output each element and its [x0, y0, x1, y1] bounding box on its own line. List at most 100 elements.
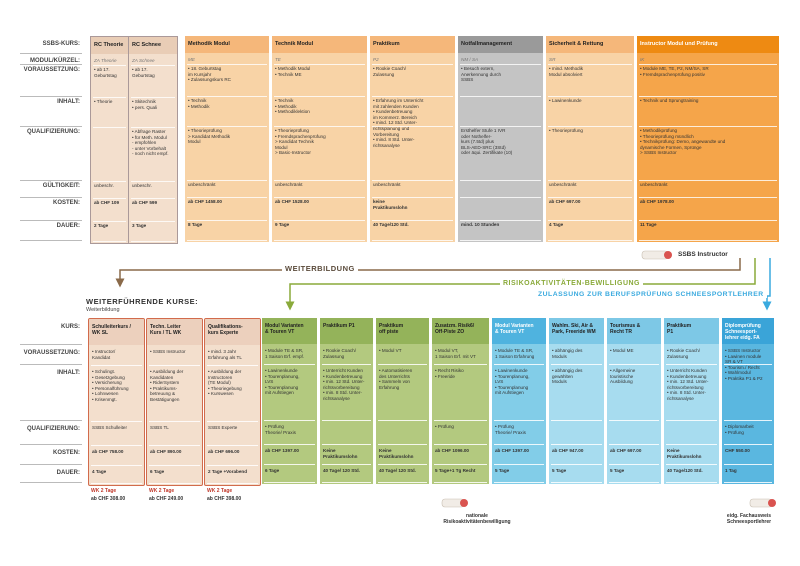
top-label-7: DAUER: — [56, 223, 80, 229]
note-fachausweis: eidg. Fachausweis Schneesportlehrer — [726, 513, 772, 525]
course-voraussetzung: • Modul ME — [610, 348, 634, 353]
cell-divider — [93, 241, 126, 242]
course-title: RC Schnee — [132, 42, 162, 48]
course-title: Qualifikations- kurs Experte — [208, 324, 243, 336]
course-kosten: keine Praktikumslohn — [373, 199, 408, 210]
course-kosten: ab CHF 109 — [94, 200, 120, 205]
course-inhalt: • Ausbildung der Kandidaten • RiderSyste… — [150, 369, 184, 402]
course-inhalt: • Erfahrung im Unterricht mit zahlenden … — [373, 98, 424, 148]
cell-divider — [378, 464, 427, 465]
top-label-2: VORAUSSETZUNG: — [23, 67, 80, 73]
top-course-column: Methodik Modul ME • 18. Geburtstag im Kurs… — [185, 36, 269, 242]
column-header-bg — [91, 37, 128, 54]
top-course-column: Notfallmanagement NM / SA • Besuch extern,… — [458, 36, 543, 242]
course-title: RC Theorie — [94, 42, 124, 48]
top-label-4: QUALIFIZIERUNG: — [27, 129, 80, 135]
course-dauer: 4 Tage — [92, 469, 107, 474]
top-row-divider — [20, 220, 82, 221]
cell-divider — [131, 65, 175, 66]
cell-divider — [207, 483, 258, 484]
course-inhalt — [458, 98, 543, 128]
cell-divider — [187, 220, 267, 221]
cell-divider — [666, 464, 717, 465]
course-voraussetzung: • Module TE & SR, 1 Saison Erfahrung — [495, 348, 535, 359]
top-course-column: Sicherheit & Rettung SR • mind. Methodik M… — [546, 36, 634, 242]
cell-divider — [149, 421, 200, 422]
wk-duration-label: WK 2 Tage — [91, 488, 117, 494]
cell-divider — [609, 444, 659, 445]
course-inhalt: • Skitechnik • pers. Quali — [132, 99, 158, 110]
certificate-icon — [641, 250, 672, 260]
bottom-course-column: Modul Varianten & Touren VT • Module TE &… — [492, 318, 546, 484]
course-voraussetzung: • Module ME, TE, P2, NM/SA, SR • Fremdsp… — [640, 66, 709, 77]
course-qualifizierung: • Diplomarbeit • Prüfung — [725, 424, 754, 435]
course-inhalt: • Ausbildung der Instructoren (TE Modul)… — [208, 369, 242, 397]
course-inhalt: • Technik und Sprungtraining — [640, 98, 699, 103]
bottom-row-divider — [20, 420, 82, 421]
cell-divider — [609, 420, 659, 421]
course-inhalt: • Technik • Methodik • Methodiklektion — [275, 98, 310, 115]
cell-divider — [91, 483, 142, 484]
top-course-column: Praktikum P2 • Rookie Coach/ Zulassung • Er… — [370, 36, 455, 242]
cell-divider — [666, 364, 717, 365]
course-kosten: ab CHF 1458.00 — [188, 199, 222, 204]
course-qualifizierung: • Abfrage Raster • für Meth. Modul - emp… — [132, 129, 169, 157]
course-title: Methodik Modul — [188, 41, 230, 47]
course-dauer: 11 Tage — [640, 222, 657, 227]
course-inhalt: • Automatisieren des Unterrichts • Samme… — [379, 368, 413, 390]
column-header-bg — [205, 319, 260, 345]
cell-divider — [548, 180, 632, 181]
course-kosten: ab CHF 1397.00 — [495, 448, 529, 453]
wk-duration-label: WK 2 Tage — [149, 488, 175, 494]
column-header-bg — [664, 318, 719, 344]
cell-divider — [460, 64, 541, 65]
bottom-course-column: Praktikum P1 • Rookie Coach/ Zulassung • U… — [320, 318, 373, 484]
course-title: Technik Modul — [275, 41, 314, 47]
cell-divider — [639, 197, 777, 198]
course-dauer: 6 Tage — [265, 468, 280, 473]
column-header-bg — [147, 319, 202, 345]
bottom-subtitle: Weiterbildung — [86, 307, 120, 313]
course-kosten: Keine Praktikumslohn — [323, 448, 358, 459]
course-kosten: ab CHF 1528.00 — [275, 199, 309, 204]
cell-divider — [149, 465, 200, 466]
course-dauer: 9 Tage — [275, 222, 290, 227]
course-dauer: 5 Tage — [495, 468, 510, 473]
wk-duration: WK 2 Tage — [207, 488, 232, 494]
cell-divider — [91, 421, 142, 422]
bottom-label-3: QUALIFIZIERUNG: — [27, 426, 80, 432]
course-voraussetzung: • Instructor/ Kandidat — [92, 349, 116, 360]
course-kosten: ab CHF 947.00 — [552, 448, 584, 453]
cell-divider — [460, 197, 541, 198]
cell-divider — [187, 126, 267, 127]
cell-divider — [434, 444, 487, 445]
course-kuerzel: NM / SA — [461, 57, 479, 62]
wk-duration: WK 2 Tage — [91, 488, 116, 494]
bottom-course-column: Praktikum off piste • Modul VT • Automatis… — [376, 318, 429, 484]
course-voraussetzung: • Modul VT, 1 Saison Erf. mit VT — [435, 348, 476, 359]
course-title: Wahlm. Ski, Air & Park, Freeride WM — [552, 323, 596, 335]
course-inhalt: • Unterricht Kunden • Kundenbetreuung • … — [323, 368, 365, 401]
column-header-bg — [607, 318, 661, 344]
column-header-bg — [320, 318, 373, 344]
course-dauer: mind. 10 Stunden — [461, 222, 500, 227]
bottom-row-divider — [20, 444, 82, 445]
cell-divider — [274, 240, 365, 241]
top-row-divider — [20, 64, 82, 65]
cell-divider — [548, 96, 632, 97]
cell-divider — [372, 96, 453, 97]
bottom-label-2: INHALT: — [57, 370, 80, 376]
wk-duration-label: WK 2 Tage — [207, 488, 233, 494]
top-row-divider — [20, 197, 82, 198]
course-dauer: 40 Tage/120 Std. — [667, 468, 703, 473]
course-title: Diplomprüfung Schneesport- lehrer eidg. … — [725, 323, 761, 341]
course-dauer: 40 Tage/ 120 Std. — [323, 468, 360, 473]
top-label-1: MODUL/KÜRZEL: — [30, 58, 80, 64]
cell-divider — [322, 420, 371, 421]
course-dauer: 40 Tage/120 Std. — [373, 222, 409, 227]
bottom-course-column: Tourismus & Recht TR • Modul ME • Allgemei… — [607, 318, 661, 484]
cell-divider — [724, 444, 772, 445]
cell-divider — [207, 421, 258, 422]
column-header-bg — [129, 37, 177, 54]
cell-divider — [494, 464, 544, 465]
